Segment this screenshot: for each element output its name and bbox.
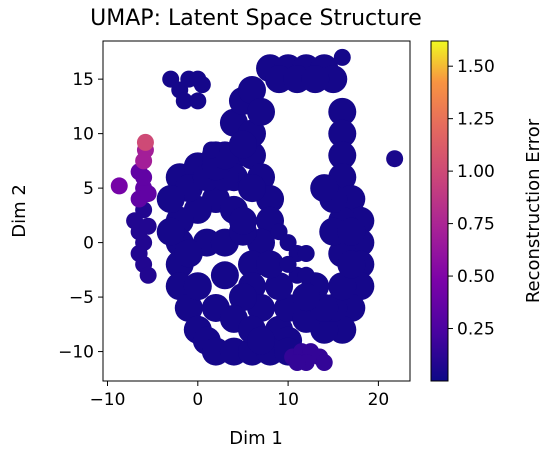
- y-tick-label: −5: [69, 288, 94, 308]
- scatter-point: [110, 177, 128, 195]
- scatter-point: [174, 239, 203, 268]
- scatter-point: [189, 92, 207, 110]
- x-tick-label: 20: [368, 390, 390, 410]
- y-axis-ticks: −10 −5 0 5 10 15: [58, 70, 103, 363]
- scatter-point: [237, 76, 266, 105]
- scatter-point: [156, 217, 185, 246]
- scatter-point: [386, 150, 404, 168]
- y-tick-label: −10: [58, 343, 94, 363]
- scatter-point: [315, 353, 333, 371]
- scatter-point: [328, 141, 357, 170]
- x-tick-label: −10: [90, 390, 126, 410]
- x-axis-label: Dim 1: [229, 428, 283, 449]
- y-tick-label: 5: [83, 179, 94, 199]
- scatter-point: [337, 250, 366, 279]
- scatter-point: [310, 174, 339, 203]
- scatter-point: [328, 272, 357, 301]
- scatter-point: [202, 141, 220, 159]
- scatter-point: [139, 266, 157, 284]
- colorbar-label: Reconstruction Error: [523, 118, 544, 303]
- scatter-points: [110, 48, 404, 371]
- chart-title: UMAP: Latent Space Structure: [90, 6, 422, 31]
- scatter-point: [265, 272, 294, 301]
- scatter-point: [136, 133, 154, 151]
- colorbar-tick-label: 0.25: [457, 320, 495, 340]
- x-tick-label: 10: [277, 390, 299, 410]
- plot-frame: [102, 40, 411, 382]
- x-axis-ticks: −10 0 10 20: [90, 381, 390, 410]
- scatter-point: [139, 217, 157, 235]
- colorbar-tick-label: 1.00: [457, 162, 495, 182]
- scatter-point: [279, 255, 297, 273]
- scatter-point: [174, 293, 203, 322]
- colorbar-tick-label: 1.25: [457, 110, 495, 130]
- scatter-point: [288, 353, 306, 371]
- scatter-point: [292, 283, 321, 312]
- scatter-point: [328, 97, 357, 126]
- scatter-point: [237, 174, 266, 203]
- scatter-point: [228, 206, 257, 235]
- scatter-point: [183, 272, 212, 301]
- scatter-point: [247, 97, 276, 126]
- scatter-point: [210, 261, 239, 290]
- scatter-point: [297, 245, 315, 262]
- scatter-point: [337, 217, 366, 246]
- y-axis-label: Dim 2: [9, 184, 30, 238]
- y-tick-label: 15: [72, 70, 94, 90]
- scatter-point: [256, 250, 285, 279]
- scatter-point: [301, 65, 330, 94]
- scatter-point: [139, 185, 157, 203]
- scatter-point: [328, 119, 357, 148]
- scatter-point: [228, 283, 257, 312]
- x-tick-label: 0: [192, 390, 203, 410]
- colorbar-tick-label: 0.75: [457, 215, 495, 235]
- scatter-point: [247, 326, 276, 355]
- scatter-point: [333, 48, 351, 66]
- y-tick-label: 10: [72, 125, 94, 145]
- scatter-point: [156, 185, 185, 214]
- y-tick-label: 0: [83, 234, 94, 254]
- colorbar: [430, 40, 449, 382]
- colorbar-ticks: 0.25 0.50 0.75 1.00 1.25 1.50: [448, 57, 495, 340]
- scatter-point: [175, 92, 193, 110]
- colorbar-tick-label: 1.50: [457, 57, 495, 77]
- colorbar-tick-label: 0.50: [457, 267, 495, 287]
- scatter-point: [228, 130, 257, 159]
- scatter-point: [297, 266, 315, 284]
- scatter-point: [193, 76, 211, 94]
